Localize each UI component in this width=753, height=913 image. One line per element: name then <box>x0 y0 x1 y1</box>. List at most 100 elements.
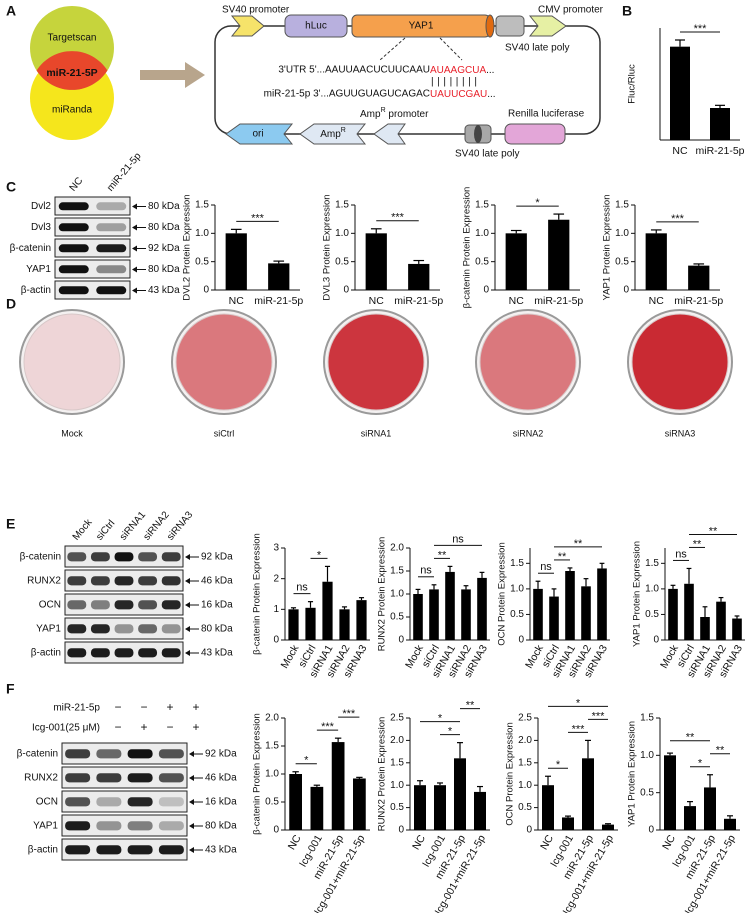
band <box>90 624 110 634</box>
bar <box>310 786 324 830</box>
y-tick-label: 0 <box>398 825 404 836</box>
band <box>67 552 87 562</box>
condition-sign: − <box>114 720 121 734</box>
y-tick-label: 1.0 <box>510 584 524 595</box>
y-tick-label: 0.5 <box>335 256 349 267</box>
terminator <box>495 15 525 37</box>
band <box>138 624 158 634</box>
significance-label: * <box>304 755 309 767</box>
band <box>114 624 134 634</box>
y-tick-label: 2.0 <box>390 543 404 554</box>
band <box>96 797 122 807</box>
bar <box>645 233 667 290</box>
promoter <box>528 15 567 37</box>
y-tick-label: 0 <box>398 635 404 646</box>
band <box>96 845 122 855</box>
x-tick-label: miR-21-5p <box>695 145 744 157</box>
size-label: 80 kDa <box>201 624 233 635</box>
y-tick-label: 1.5 <box>475 200 489 211</box>
band <box>161 600 181 610</box>
bar <box>602 824 614 830</box>
condition-sign: − <box>114 700 121 714</box>
band <box>67 648 87 658</box>
x-tick-label: NC <box>369 295 385 307</box>
x-tick-label: NC <box>410 833 428 852</box>
significance-label: *** <box>342 708 356 720</box>
size-arrowhead <box>132 287 137 294</box>
bar <box>288 609 299 640</box>
bar <box>339 609 350 640</box>
bar <box>581 586 591 640</box>
blot-strip <box>54 238 131 258</box>
bar <box>365 233 387 290</box>
dashed-line <box>439 37 463 61</box>
bar <box>700 617 710 640</box>
band <box>161 576 181 586</box>
bar <box>704 787 716 830</box>
bar <box>533 588 543 640</box>
row-label: YAP1 <box>33 821 58 832</box>
band <box>58 202 89 211</box>
band <box>58 223 89 232</box>
size-arrowhead <box>189 823 194 829</box>
size-label: 16 kDa <box>201 600 233 611</box>
bar <box>305 607 316 640</box>
lane-label: NC <box>68 175 86 193</box>
row-label: Dvl2 <box>31 201 51 212</box>
x-tick-label: Mock <box>279 642 302 670</box>
y-tick-label: 1.0 <box>335 228 349 239</box>
band <box>127 845 153 855</box>
size-arrowhead <box>185 602 190 608</box>
row-label: β-catenin <box>20 552 61 563</box>
significance-label: *** <box>321 721 335 733</box>
y-tick-label: 0.5 <box>640 787 654 798</box>
size-arrowhead <box>132 203 137 210</box>
band <box>127 797 153 807</box>
y-tick-label: 0 <box>518 635 524 646</box>
bar <box>732 618 742 640</box>
significance-label: ** <box>466 700 475 712</box>
y-tick-label: 0 <box>653 635 659 646</box>
band <box>161 648 181 658</box>
y-tick-label: 1.0 <box>475 228 489 239</box>
band <box>127 773 153 783</box>
y-tick-label: 0.5 <box>390 802 404 813</box>
size-label: 43 kDa <box>205 845 237 856</box>
significance-label: *** <box>391 212 405 224</box>
x-tick-label: NC <box>672 145 688 157</box>
y-tick-label: 1.5 <box>335 200 349 211</box>
bar <box>353 778 366 830</box>
dish-inner-rim <box>175 313 273 411</box>
size-arrowhead <box>132 224 137 231</box>
label-part: Amp <box>320 129 341 140</box>
bar <box>542 785 554 830</box>
size-arrowhead <box>132 266 137 273</box>
size-label: 92 kDa <box>201 552 233 563</box>
promoter <box>230 15 265 37</box>
significance-label: *** <box>572 723 586 735</box>
y-axis-label: RUNX2 Protein Expression <box>377 717 388 832</box>
bar <box>548 219 570 290</box>
band <box>114 576 134 586</box>
size-label: 43 kDa <box>201 648 233 659</box>
band <box>158 845 184 855</box>
dish-inner-rim <box>479 313 577 411</box>
y-tick-label: 0 <box>648 825 654 836</box>
plasmid-label: SV40 late poly <box>455 149 520 160</box>
band <box>96 223 127 232</box>
size-arrowhead <box>185 650 190 656</box>
bar <box>582 758 594 830</box>
significance-label: *** <box>694 23 708 35</box>
pairing: |||||||| <box>431 77 481 88</box>
x-tick-label: NC <box>538 833 556 852</box>
panel-letter: D <box>6 296 16 312</box>
band <box>67 576 87 586</box>
dish-label: siRNA1 <box>361 428 392 438</box>
venn-label: Targetscan <box>48 33 97 44</box>
bar <box>289 774 302 830</box>
lane-label: miR-21-5p <box>105 150 144 193</box>
blot-strip <box>61 766 188 789</box>
band <box>90 600 110 610</box>
utr-suffix: ... <box>486 65 494 76</box>
